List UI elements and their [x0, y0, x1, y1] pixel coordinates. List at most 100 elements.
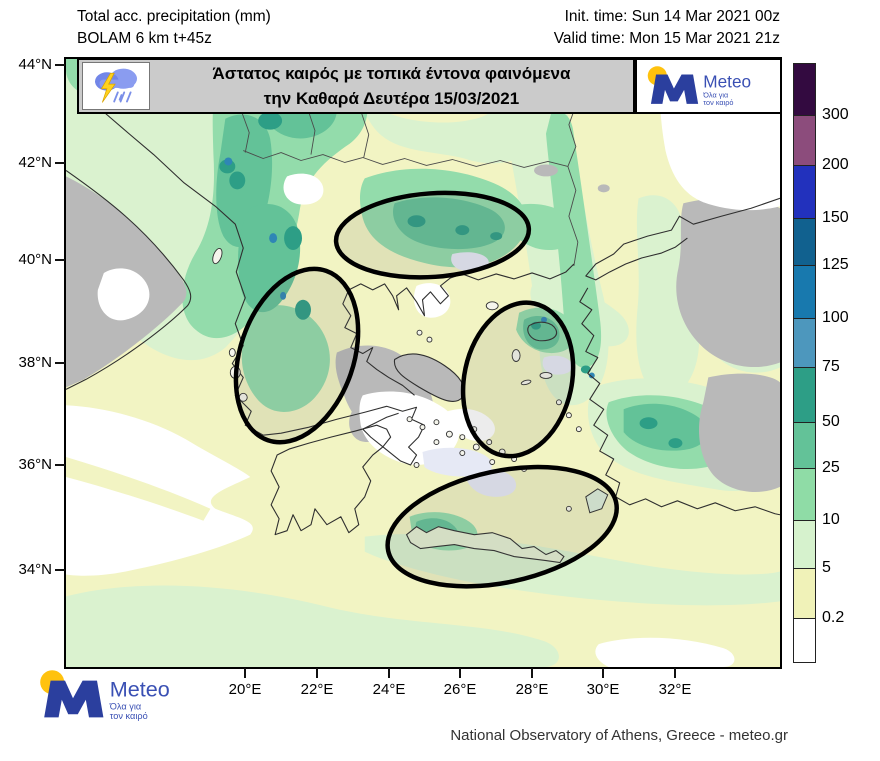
colorbar-label: 150 — [822, 209, 849, 226]
lesbos-island — [527, 321, 558, 342]
meteo-logo-icon: Meteo Όλα για τον καιρό — [647, 66, 751, 107]
lon-tick-mark — [388, 668, 390, 678]
meteo-logo-icon: Meteo Όλα για τον καιρό — [40, 670, 170, 721]
thessaly-coastline — [342, 289, 415, 396]
model-info: BOLAM 6 km t+45z — [77, 30, 212, 47]
lon-tick-label: 32°E — [658, 681, 692, 698]
meteo-logo-bottom: Meteo Όλα για τον καιρό — [33, 666, 201, 729]
brand-tagline-2: τον καιρό — [703, 98, 733, 107]
colorbar-segment — [794, 266, 815, 319]
lat-tick-mark — [55, 162, 65, 164]
lat-tick-label: 34°N — [18, 561, 52, 578]
lon-tick-label: 28°E — [515, 681, 549, 698]
headline-banner: Άστατος καιρός με τοπικά έντονα φαινόμεν… — [77, 58, 635, 114]
rhodes-island — [585, 488, 609, 514]
lat-tick-mark — [55, 64, 65, 66]
colorbar-segment — [794, 569, 815, 619]
lon-tick-label: 26°E — [443, 681, 477, 698]
lon-tick-label: 30°E — [586, 681, 620, 698]
storm-icon-box — [82, 62, 150, 110]
lon-tick-label: 24°E — [372, 681, 406, 698]
precipitation-map — [66, 59, 780, 667]
samos-island — [539, 372, 553, 379]
meteo-logo-top: Meteo Όλα για τον καιρό — [635, 58, 782, 114]
colorbar-segment — [794, 319, 815, 368]
map-frame — [64, 57, 782, 669]
colorbar-segment — [794, 423, 815, 469]
lat-tick-label: 38°N — [18, 354, 52, 371]
highlight-ellipse-north — [333, 190, 532, 280]
lon-tick-label: 22°E — [300, 681, 334, 698]
run-time-block: Init. time: Sun 14 Mar 2021 00z Valid ti… — [554, 6, 780, 50]
lefkada-island — [228, 348, 236, 357]
colorbar-segment — [794, 219, 815, 266]
storm-cloud-lightning-icon — [95, 68, 137, 103]
crete-island — [405, 526, 565, 564]
marmara-blacksea-coastline — [585, 197, 780, 281]
colorbar-segment — [794, 521, 815, 569]
colorbar-segment — [794, 116, 815, 166]
colorbar-label: 25 — [822, 459, 840, 476]
lon-tick-mark — [244, 668, 246, 678]
headline-line1: Άστατος καιρός με τοπικά έντονα φαινόμεν… — [212, 64, 571, 83]
ikaria-island — [520, 379, 532, 386]
north-greece-coastline — [348, 263, 575, 317]
dry-white-areas — [66, 59, 780, 667]
brand-tagline-1: Όλα για — [109, 701, 142, 711]
italy-coastline — [66, 170, 192, 390]
brand-tagline-1: Όλα για — [702, 90, 729, 99]
lon-tick-label: 20°E — [228, 681, 262, 698]
lat-tick-label: 40°N — [18, 251, 52, 268]
colorbar-label: 0.2 — [822, 609, 845, 626]
highlight-ellipses — [233, 190, 619, 589]
colorbar-label: 10 — [822, 511, 840, 528]
highlight-ellipse-west — [233, 266, 361, 445]
brand-tagline-2: τον καιρό — [110, 711, 148, 721]
lat-tick-mark — [55, 464, 65, 466]
colorbar-label: 5 — [822, 559, 831, 576]
west-turkey-coastline — [579, 287, 780, 516]
lat-tick-mark — [55, 569, 65, 571]
peloponnese-coastline — [270, 424, 392, 536]
coastlines — [66, 113, 780, 564]
colorbar-label: 50 — [822, 413, 840, 430]
brand-name: Meteo — [110, 677, 170, 702]
cyclades-islands — [406, 329, 582, 512]
product-title-block: Total acc. precipitation (mm) BOLAM 6 km… — [77, 6, 271, 50]
colorbar-segment — [794, 368, 815, 423]
lon-tick-mark — [531, 668, 533, 678]
colorbar-label: 125 — [822, 256, 849, 273]
colorbar-label: 75 — [822, 358, 840, 375]
lat-tick-mark — [55, 362, 65, 364]
colorbar-label: 200 — [822, 156, 849, 173]
highlight-ellipse-east-aegean — [460, 300, 576, 459]
lat-tick-label: 36°N — [18, 456, 52, 473]
lon-tick-mark — [316, 668, 318, 678]
colorbar-scale — [793, 63, 816, 663]
chios-island — [511, 349, 521, 362]
init-time: Init. time: Sun 14 Mar 2021 00z — [564, 8, 780, 25]
corfu-island — [212, 247, 223, 265]
attribution: National Observatory of Athens, Greece -… — [450, 727, 788, 744]
lat-tick-mark — [55, 259, 65, 261]
precip-shading-intense-spots — [219, 83, 683, 449]
lat-tick-label: 44°N — [18, 56, 52, 73]
colorbar-segment — [794, 166, 815, 219]
colorbar-segment — [794, 619, 815, 662]
colorbar-segment — [794, 469, 815, 521]
headline-line2: την Καθαρά Δευτέρα 15/03/2021 — [263, 89, 520, 108]
lat-tick-label: 42°N — [18, 154, 52, 171]
colorbar-label: 100 — [822, 309, 849, 326]
limnos-island — [485, 301, 499, 311]
colorbar-segment — [794, 64, 815, 116]
lon-tick-mark — [459, 668, 461, 678]
lon-tick-mark — [674, 668, 676, 678]
product-name: Total acc. precipitation (mm) — [77, 8, 271, 25]
highlight-ellipse-crete — [385, 464, 619, 589]
lon-tick-mark — [602, 668, 604, 678]
colorbar-label: 300 — [822, 106, 849, 123]
valid-time: Valid time: Mon 15 Mar 2021 21z — [553, 30, 780, 47]
brand-name: Meteo — [703, 71, 751, 91]
headline-text: Άστατος καιρός με τοπικά έντονα φαινόμεν… — [150, 61, 633, 111]
